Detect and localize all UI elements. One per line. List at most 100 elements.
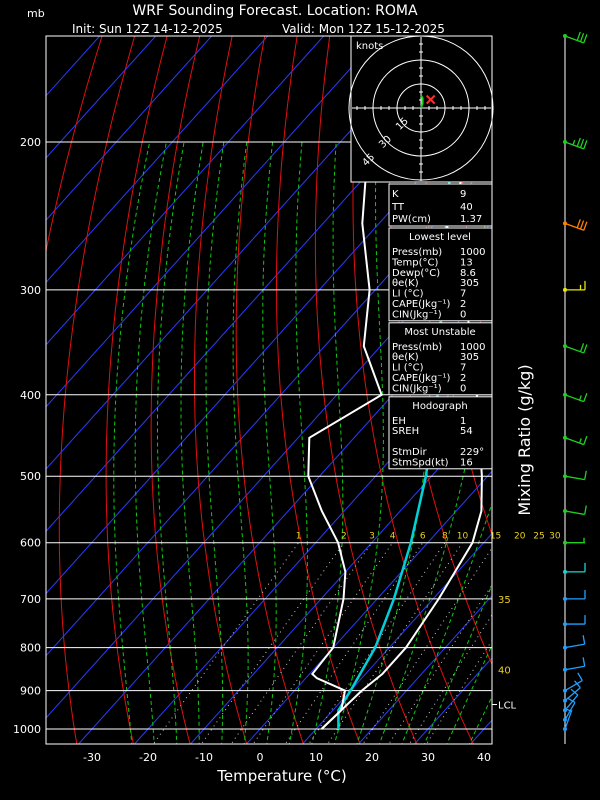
wind-barb-flag — [577, 672, 583, 681]
x-axis-label: Temperature (°C) — [216, 767, 346, 785]
mixing-ratio-line — [362, 547, 492, 744]
mixing-ratio-line — [308, 542, 446, 744]
wind-barb-flag — [566, 697, 576, 704]
dry-adiabat-line — [276, 36, 361, 744]
wind-barb-flag — [576, 219, 581, 229]
isotherm-line — [524, 0, 600, 747]
wind-barb — [563, 672, 583, 693]
dry-adiabat-line — [587, 0, 600, 747]
wind-barb-flag — [583, 140, 588, 150]
mixing-ratio-label: 8 — [442, 532, 448, 542]
mixing-ratio-label: 4 — [390, 532, 396, 542]
mixing-ratio-lines — [152, 542, 492, 744]
most-unstable-box-label: LI (°C) — [392, 363, 424, 374]
lowest-level-box-value: 0 — [460, 309, 466, 320]
wind-barb — [563, 392, 588, 403]
most-unstable-box-value: 1000 — [460, 342, 485, 353]
mixing-ratio-label: 1 — [296, 532, 302, 542]
pressure-tick-label: 900 — [20, 685, 41, 698]
most-unstable-box-value: 2 — [460, 373, 466, 384]
wind-barb-dot — [563, 508, 567, 513]
isotherm-lines — [46, 0, 600, 747]
pw-value: 1.37 — [460, 214, 482, 225]
plot-area — [46, 0, 600, 747]
mixing-ratio-line — [327, 542, 463, 744]
wind-barbs — [563, 31, 588, 731]
wind-barb-halfflag — [578, 395, 582, 401]
tt-label: TT — [391, 202, 405, 213]
mixing-ratio-line — [252, 542, 394, 744]
mixing-ratio-line — [425, 639, 492, 744]
dry-adiabat-line — [556, 0, 600, 747]
dry-adiabat-lines — [46, 0, 600, 747]
mixing-ratio-label: 6 — [420, 532, 426, 542]
side-label: 40 — [498, 666, 511, 677]
dry-adiabat-line — [150, 36, 201, 744]
wind-barb — [563, 219, 588, 231]
wind-barb-staff — [564, 510, 585, 516]
pressure-tick-label: 600 — [20, 537, 41, 550]
wind-barb-flag — [579, 32, 585, 42]
dry-adiabat-line — [314, 36, 418, 744]
moist-adiabat-line — [134, 141, 167, 744]
lowest-level-box-title: Lowest level — [409, 232, 471, 243]
most-unstable-box-frame — [388, 322, 493, 396]
hodograph-stats-box-value: 229° — [460, 447, 484, 458]
wind-barb-flag — [583, 392, 588, 402]
lowest-level-box-value: 8.6 — [460, 268, 476, 279]
wind-barb — [563, 31, 588, 44]
temperature-tick-label: -10 — [195, 751, 213, 764]
dry-adiabat-line — [58, 36, 136, 744]
pressure-tick-labels: 200 300 400 500 600 700 800 900 1000 — [13, 136, 41, 736]
wind-barb — [563, 435, 588, 446]
moist-adiabat-line — [232, 141, 249, 744]
temperature-tick-labels: -30 -20 -10 0 10 20 30 40 — [83, 751, 491, 764]
wind-barb-flag — [576, 137, 581, 147]
lowest-level-box-value: 7 — [460, 289, 466, 300]
wind-barb — [563, 589, 586, 601]
indices-box: K 9 TT 40 PW(cm) 1.37 — [388, 183, 493, 227]
mixing-ratio-label: 3 — [369, 532, 375, 542]
valid-time: Valid: Mon 12Z 15-12-2025 — [282, 22, 445, 36]
temperature-tick-label: -20 — [139, 751, 157, 764]
wind-barb — [563, 708, 573, 731]
wind-barb-staff — [564, 643, 585, 649]
mixing-ratio-label: 25 — [533, 532, 544, 542]
lowest-level-box-value: 13 — [460, 257, 473, 268]
storm-motion-marker — [425, 94, 436, 105]
moist-adiabat-line — [356, 142, 431, 744]
wind-barb-staff — [564, 437, 585, 446]
lowest-level-box-label: θe(K) — [392, 278, 419, 289]
wind-barb-staff — [564, 394, 585, 403]
wind-barb — [563, 280, 586, 292]
isotherm-line — [46, 36, 437, 470]
mixing-ratio-label: 30 — [549, 532, 561, 542]
mixing-ratio-line — [408, 614, 492, 744]
moist-adiabat-line — [262, 141, 277, 744]
tt-value: 40 — [460, 202, 473, 213]
most-unstable-box-label: Press(mb) — [392, 342, 442, 353]
dry-adiabat-line — [352, 36, 474, 744]
wind-barb-flag — [574, 680, 581, 689]
lowest-level-box-value: 2 — [460, 299, 466, 310]
hodograph-trace — [420, 94, 424, 109]
lowest-level-box-label: Dewp(°C) — [392, 268, 440, 279]
mixing-ratio-label: 10 — [457, 532, 469, 542]
pressure-tick-label: 800 — [20, 642, 41, 655]
hodograph-stats-box-label: StmSpd(kt) — [392, 457, 449, 468]
chart-title: WRF Sounding Forecast. Location: ROMA — [132, 3, 418, 19]
temperature-tick-label: 20 — [365, 751, 379, 764]
wind-barb — [563, 137, 588, 150]
wind-barb — [563, 688, 579, 713]
moist-adiabat-line — [205, 141, 225, 744]
pw-label: PW(cm) — [392, 214, 431, 225]
wind-barb-flag — [570, 688, 579, 696]
k-value: 9 — [460, 189, 466, 200]
moist-adiabat-line — [157, 141, 185, 744]
isotherm-line — [46, 159, 492, 657]
wind-barb-staff — [564, 345, 585, 354]
side-label: 35 — [498, 595, 511, 606]
hodograph-stats-box-value: 1 — [460, 416, 466, 427]
isotherm-line — [46, 36, 101, 97]
